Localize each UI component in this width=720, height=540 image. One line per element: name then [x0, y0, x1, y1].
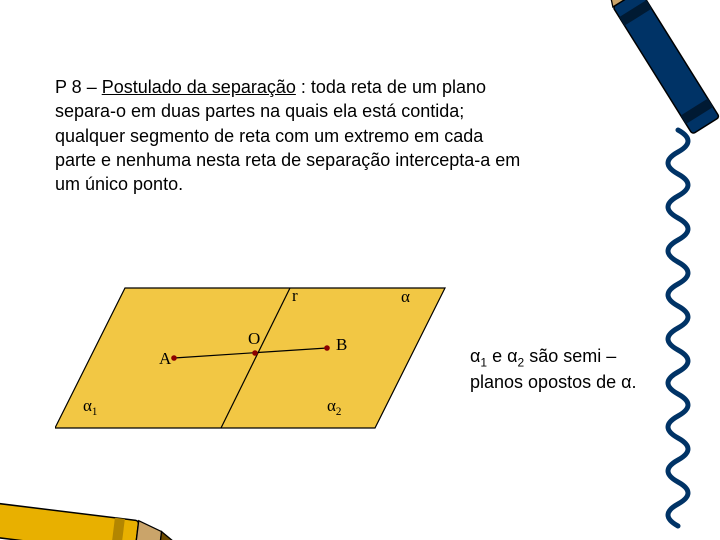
svg-text:B: B — [336, 335, 347, 354]
postulate-title: Postulado da separação — [102, 77, 296, 97]
svg-text:O: O — [248, 329, 260, 348]
alpha-symbol: α — [621, 372, 631, 392]
diagram-svg: rAOBαα1α2 — [55, 278, 455, 438]
side-end: . — [632, 372, 637, 392]
postulate-paragraph: P 8 – Postulado da separação : toda reta… — [55, 75, 525, 196]
separation-diagram: rAOBαα1α2 — [55, 278, 455, 438]
alpha2-symbol: α — [507, 346, 517, 366]
side-mid1: e — [487, 346, 507, 366]
side-note: α1 e α2 são semi – planos opostos de α. — [470, 345, 670, 395]
alpha1-symbol: α — [470, 346, 480, 366]
postulate-prefix: P 8 – — [55, 77, 102, 97]
svg-text:α: α — [401, 287, 410, 306]
svg-text:r: r — [292, 286, 298, 305]
svg-text:A: A — [159, 349, 172, 368]
